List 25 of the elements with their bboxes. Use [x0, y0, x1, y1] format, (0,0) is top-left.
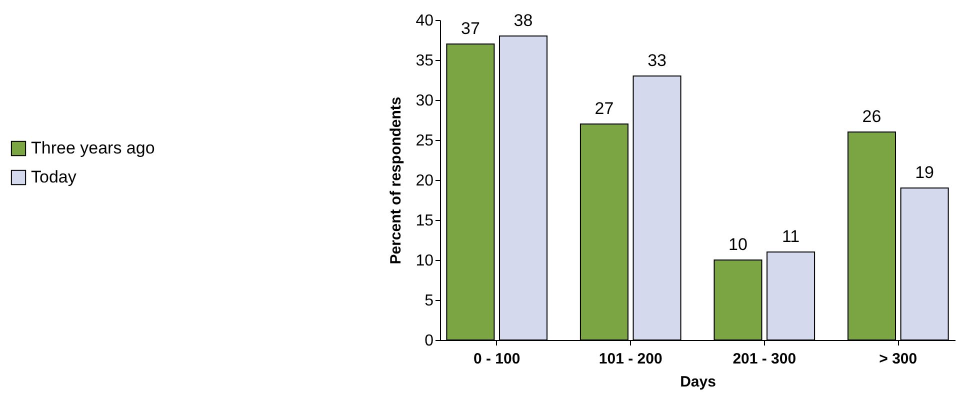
y-tick-label: 10 [416, 252, 434, 270]
data-label: 26 [862, 107, 882, 126]
y-tick-label: 25 [416, 132, 434, 150]
y-tick-label: 0 [424, 332, 434, 350]
data-label: 11 [782, 227, 800, 246]
x-tick-label: 101 - 200 [598, 350, 662, 368]
legend-label: Three years ago [31, 138, 155, 158]
x-tick-label: 0 - 100 [474, 350, 520, 368]
y-tick-label: 35 [416, 52, 434, 70]
data-label: 33 [648, 51, 666, 70]
y-tick-label: 20 [416, 172, 434, 190]
x-axis-title: Days [680, 374, 716, 390]
x-tick-label: 201 - 300 [732, 350, 796, 368]
data-label: 27 [594, 99, 614, 118]
data-label: 38 [514, 11, 533, 30]
y-tick-label: 40 [416, 12, 434, 30]
y-axis-title: Percent of respondents [388, 96, 405, 264]
data-label: 10 [728, 235, 748, 254]
legend-label: Today [31, 168, 77, 186]
data-label: 19 [915, 163, 934, 182]
y-tick-label: 30 [416, 92, 434, 110]
data-label: 37 [460, 19, 480, 38]
x-tick-label: > 300 [879, 350, 918, 368]
y-tick-label: 5 [424, 292, 434, 310]
y-tick-label: 15 [416, 212, 434, 230]
